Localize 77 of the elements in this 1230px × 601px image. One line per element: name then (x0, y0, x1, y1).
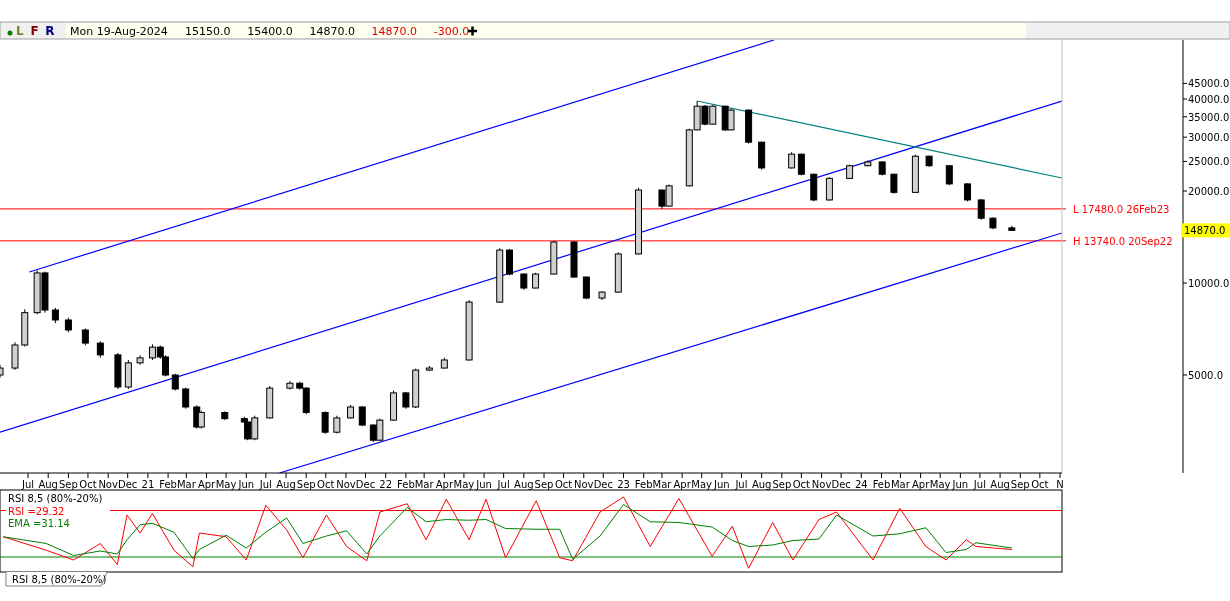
x-tick-label: Apr (911, 479, 931, 490)
y-tick-label: 5000.0 (1188, 370, 1223, 382)
x-tick-label: Aug (751, 479, 772, 490)
x-tick-label: Jul (496, 479, 510, 490)
text: Mon 19-Aug-2024 (70, 25, 168, 38)
x-tick-label: Jun (713, 479, 730, 490)
text: 14870.0 (309, 25, 355, 38)
y-tick-label: 40000.0 (1188, 94, 1230, 106)
x-tick-label: Nov (336, 479, 356, 490)
x-tick-label: May (929, 479, 951, 490)
x-tick-label: Mar (652, 479, 673, 490)
x-tick-label: Mar (890, 479, 911, 490)
text: RSI =29.32 (8, 506, 65, 517)
text: F (30, 24, 39, 38)
x-tick-label: N (1056, 479, 1064, 490)
x-tick-label: Nov (811, 479, 832, 490)
chart-title: RSI 8,5 (80%-20%) (8, 493, 103, 504)
x-tick-label: May (215, 479, 237, 490)
text: 15400.0 (247, 25, 293, 38)
y-tick-label: 35000.0 (1188, 111, 1230, 123)
x-tick-label: Jul (734, 479, 748, 490)
x-tick-label: Sep (1010, 479, 1030, 490)
x-tick-label: Dec (831, 479, 851, 490)
x-tick-label: Feb (634, 479, 653, 490)
y-tick-label: 20000.0 (1188, 186, 1230, 198)
x-tick-label: Jul (258, 479, 272, 490)
x-tick-label: Jun (237, 479, 255, 490)
x-tick-label: Oct (79, 479, 97, 490)
ref-line-label: H 13740.0 20Sep22 (1073, 235, 1173, 247)
x-tick-label: Sep (296, 479, 316, 490)
text: 14870.0 (371, 25, 418, 38)
x-tick-label: Feb (872, 479, 891, 490)
x-tick-label: Apr (435, 479, 454, 490)
x-tick-label: Mar (414, 479, 435, 490)
text: 14870.0 (1184, 225, 1226, 237)
x-tick-label: Apr (673, 479, 692, 490)
x-tick-label: Nov (98, 479, 118, 490)
x-tick-label: 21 (141, 479, 155, 490)
x-tick-label: Jul (20, 479, 35, 490)
series-label: EMA =31.14 (8, 518, 70, 529)
x-tick-label: Aug (276, 479, 296, 490)
x-tick-label: Oct (554, 479, 573, 490)
x-tick-label: Sep (58, 479, 78, 490)
x-tick-label: Aug (38, 479, 58, 490)
x-tick-label: Sep (772, 479, 792, 490)
text: RSI 8,5 (80%-20%) (12, 574, 107, 585)
y-tick-label: 10000.0 (1188, 278, 1230, 290)
x-tick-label: 23 (617, 479, 630, 490)
x-tick-label: Mar (176, 479, 197, 490)
y-tick-label: 30000.0 (1188, 132, 1230, 144)
x-tick-label: Dec (355, 479, 376, 490)
text: R (45, 24, 55, 38)
x-tick-label: Feb (397, 479, 415, 490)
x-tick-label: May (453, 479, 475, 490)
x-tick-label: Dec (593, 479, 613, 490)
x-tick-label: Oct (1031, 479, 1049, 490)
x-tick-label: May (691, 479, 713, 490)
x-tick-label: Dec (118, 479, 138, 490)
x-tick-label: Feb (159, 479, 177, 490)
text: -300.0 (433, 25, 470, 38)
x-tick-label: 24 (854, 479, 868, 490)
x-tick-label: Jul (972, 479, 986, 490)
x-tick-label: Aug (514, 479, 534, 490)
x-tick-label: 22 (379, 479, 393, 490)
x-tick-label: Aug (990, 479, 1010, 490)
y-tick-label: 45000.0 (1188, 78, 1230, 90)
x-tick-label: Nov (574, 479, 594, 490)
y-tick-label: 25000.0 (1188, 156, 1230, 168)
x-tick-label: Jun (475, 479, 492, 490)
x-tick-label: Oct (792, 479, 811, 490)
text: 15150.0 (185, 25, 231, 38)
text: L (16, 24, 24, 38)
ref-line-label: L 17480.0 26Feb23 (1073, 203, 1170, 215)
x-tick-label: Sep (534, 479, 554, 490)
x-tick-label: Apr (197, 479, 217, 490)
x-tick-label: Jun (951, 479, 969, 490)
x-tick-label: Oct (317, 479, 335, 490)
